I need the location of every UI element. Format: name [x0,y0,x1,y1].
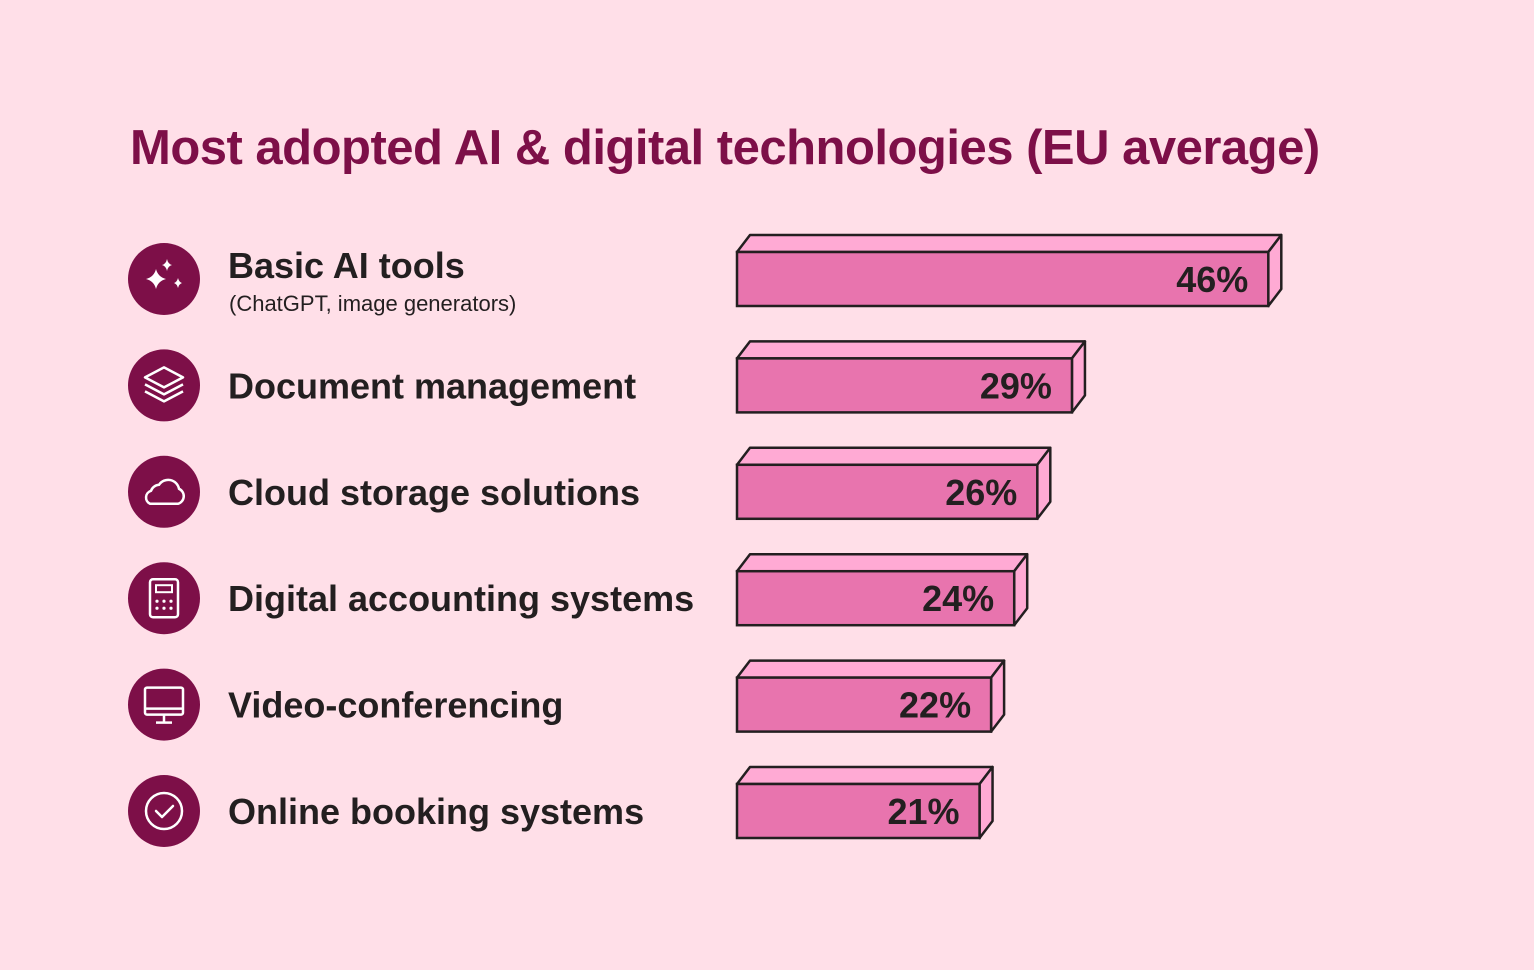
category-label: Online booking systems [228,791,644,832]
icon-circle [128,562,200,635]
data-label: 24% [922,578,994,619]
data-label: 26% [945,472,1017,513]
icon-circle [128,455,200,528]
bar-front-face [735,357,1074,414]
bar-front-face [735,782,981,840]
bar-top-face [735,446,1052,467]
icon-circle [128,775,200,847]
bar-front-face [735,676,993,733]
category-label: Document management [228,365,636,406]
cloud-icon [128,455,200,528]
category-label: Cloud storage solutions [228,472,640,513]
bar [735,340,1087,414]
bar-front-face [735,569,1016,627]
data-label: 21% [887,791,959,832]
bar-top-face [735,659,1006,679]
bar-top-face [735,765,994,786]
category-label: Video-conferencing [228,685,563,726]
icon-circle [128,349,200,422]
layers-icon [128,349,200,422]
icon-circle [128,668,200,741]
bar [735,765,994,840]
category-subtitle: (ChatGPT, image generators) [229,291,516,316]
bar-top-face [735,552,1029,573]
calculator-icon [128,562,200,635]
data-label: 29% [980,365,1052,406]
bar [735,233,1283,308]
category-label: Basic AI tools [228,245,465,286]
bar-top-face [735,340,1087,360]
category-label: Digital accounting systems [228,578,694,619]
monitor-icon [128,668,200,741]
bar-front-face [735,463,1039,521]
bar-top-face [735,233,1283,254]
check-circle-icon [128,775,200,847]
sparkles-icon [128,243,200,315]
bar [735,659,1006,733]
data-label: 46% [1176,259,1248,300]
chart-title: Most adopted AI & digital technologies (… [130,121,1320,175]
bar-front-face [735,250,1270,308]
bar [735,552,1029,627]
bar [735,446,1052,521]
data-label: 22% [899,685,971,726]
